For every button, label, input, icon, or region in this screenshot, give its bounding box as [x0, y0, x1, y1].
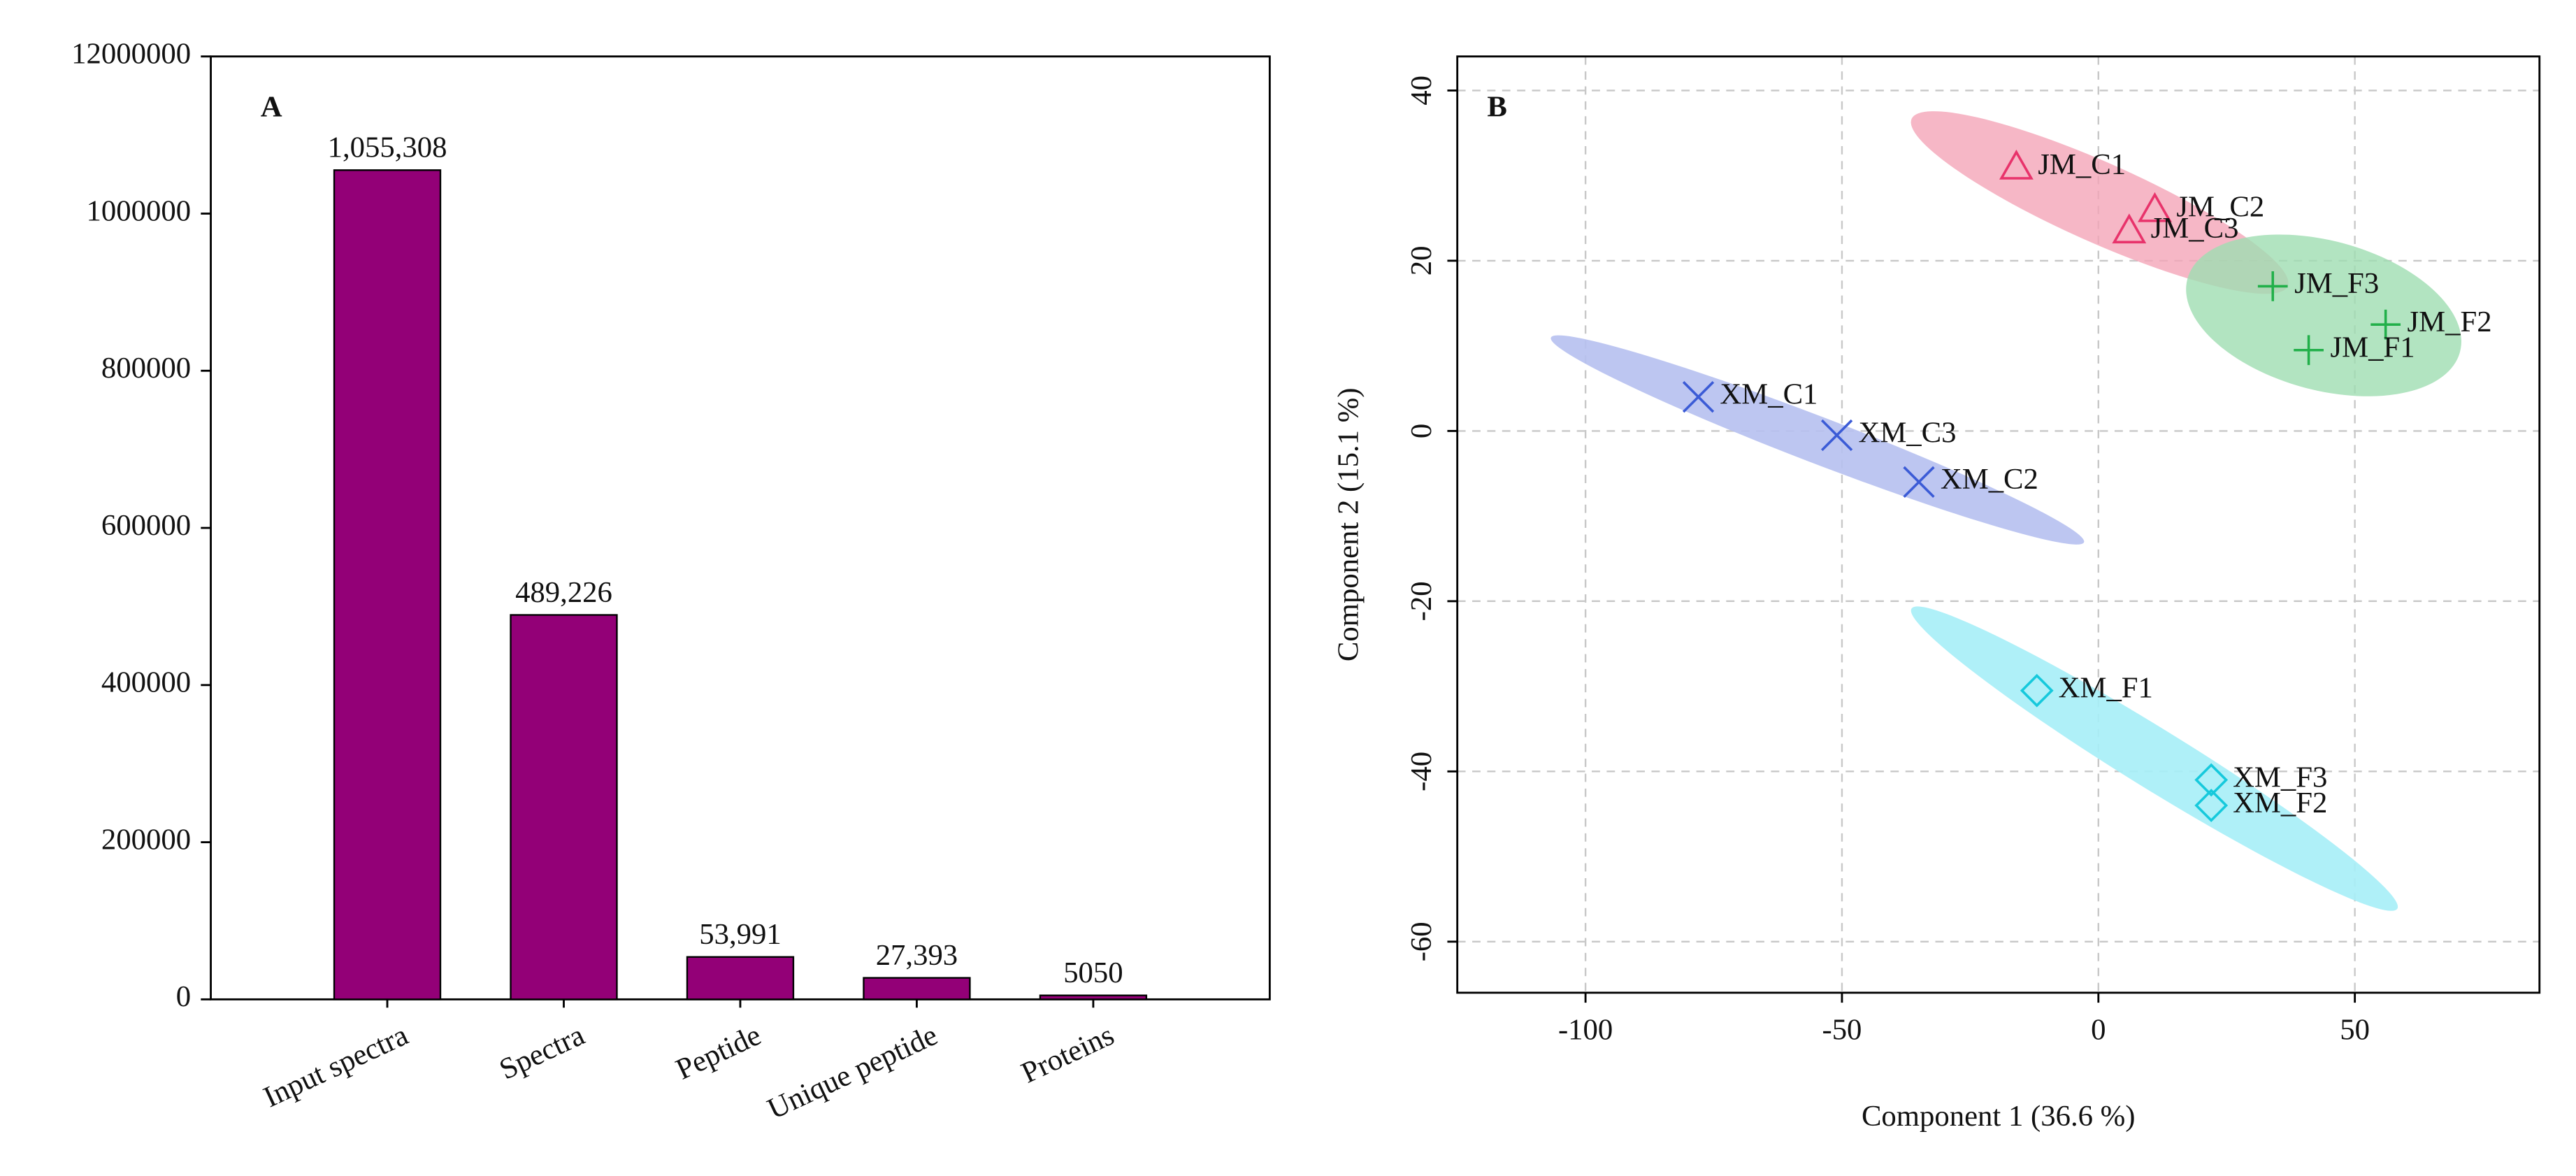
x-tick-label: 50 — [2340, 1014, 2370, 1047]
bar — [510, 614, 618, 1001]
y-tick-label: -40 — [1405, 752, 1438, 791]
x-tick-label: -50 — [1822, 1014, 1862, 1047]
point-label: XM_C2 — [1941, 463, 2038, 496]
point — [2194, 763, 2229, 797]
ellipse — [1911, 111, 2289, 294]
y-tick-label: 0 — [1405, 424, 1438, 438]
point — [2370, 309, 2401, 340]
point — [2020, 673, 2054, 708]
point-label: JM_F2 — [2408, 306, 2492, 338]
ellipse — [1550, 335, 2085, 545]
point — [2257, 271, 2288, 301]
x-tick-label: Spectra — [494, 1019, 589, 1087]
point-label: JM_F1 — [2330, 331, 2415, 364]
bar — [1039, 994, 1148, 1001]
ellipse — [1911, 606, 2398, 911]
point — [2294, 335, 2324, 366]
y-tick-label: -20 — [1405, 581, 1438, 621]
x-tick-label: Input spectra — [259, 1019, 413, 1114]
bar — [333, 169, 442, 1001]
point-label: XM_C1 — [1720, 378, 1818, 411]
y-tick-label: 600000 — [101, 509, 191, 542]
point — [1903, 466, 1935, 499]
point — [2138, 192, 2172, 222]
point-label: JM_C1 — [2038, 148, 2126, 181]
confidence-ellipses — [1550, 111, 2461, 911]
x-tick-label: Peptide — [671, 1019, 766, 1087]
plot-frame — [1456, 55, 2541, 994]
ellipse — [2186, 234, 2461, 396]
y-tick-label: 1000000 — [87, 194, 192, 227]
y-tick-label: 400000 — [101, 666, 191, 699]
x-tick-label: Proteins — [1016, 1019, 1119, 1090]
point — [2112, 213, 2147, 244]
bar — [863, 977, 971, 1001]
y-tick-label: -60 — [1405, 922, 1438, 961]
y-tick-label: 800000 — [101, 352, 191, 385]
point-label: XM_F3 — [2233, 761, 2327, 794]
y-tick-label: 12000000 — [71, 38, 191, 71]
panel-label: B — [1487, 91, 1507, 124]
point-label: JM_C3 — [2151, 212, 2239, 245]
value-label: 53,991 — [699, 918, 781, 951]
y-tick-label: 200000 — [101, 823, 191, 856]
point-label: XM_F1 — [2059, 672, 2153, 705]
y-axis-label: Component 2 (15.1 %) — [1332, 388, 1365, 662]
x-tick-label: 0 — [2091, 1014, 2106, 1047]
point — [2194, 789, 2229, 822]
value-label: 27,393 — [876, 939, 958, 972]
point-label: JM_C2 — [2176, 191, 2264, 224]
point — [1682, 381, 1715, 413]
point — [1999, 150, 2034, 180]
bar — [686, 956, 795, 1001]
x-tick-label: -100 — [1558, 1014, 1613, 1047]
y-tick-label: 20 — [1405, 246, 1438, 276]
value-label: 1,055,308 — [328, 131, 447, 164]
y-tick-label: 0 — [176, 980, 191, 1013]
value-label: 5050 — [1063, 956, 1123, 989]
y-tick-label: 40 — [1405, 76, 1438, 106]
point-label: JM_F3 — [2294, 267, 2379, 300]
value-label: 489,226 — [515, 576, 612, 609]
point-label: XM_C3 — [1858, 416, 1956, 449]
panel-label: A — [261, 91, 282, 124]
point — [1820, 419, 1853, 452]
x-tick-label: Unique peptide — [763, 1019, 942, 1126]
x-axis-label: Component 1 (36.6 %) — [1862, 1100, 2136, 1133]
point-label: XM_F2 — [2233, 787, 2327, 819]
